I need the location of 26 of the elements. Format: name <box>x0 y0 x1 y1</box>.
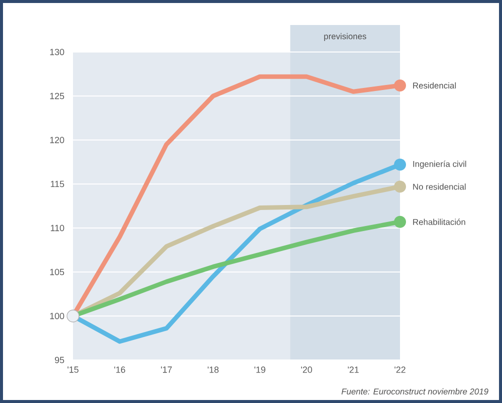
point <box>394 79 406 92</box>
point <box>394 216 406 228</box>
series-label: Rehabilitación <box>413 218 466 225</box>
source-note: Fuente: Euroconstruct noviembre 2019 <box>342 388 488 394</box>
point <box>394 158 406 171</box>
y-tick-label: 95 <box>54 356 64 364</box>
y-tick-label: 130 <box>50 48 64 56</box>
y-tick-label: 115 <box>50 180 64 188</box>
x-tick-label: '18 <box>208 366 219 373</box>
x-tick-label: '20 <box>301 366 312 373</box>
x-tick-label: '16 <box>114 366 126 373</box>
series-label: No residencial <box>413 184 466 190</box>
x-tick-label: '19 <box>254 366 266 373</box>
y-tick-label: 125 <box>50 92 64 100</box>
x-tick-label: '15 <box>68 366 78 373</box>
series-label: Ingeniería civil <box>413 160 466 169</box>
y-tick-label: 105 <box>50 268 64 276</box>
x-tick-label: '17 <box>161 366 172 373</box>
x-tick-label: '21 <box>348 366 359 373</box>
y-tick-label: 100 <box>50 312 64 320</box>
x-tick-label: '22 <box>394 366 406 373</box>
point <box>394 180 406 193</box>
y-tick-label: 120 <box>50 136 64 144</box>
series-label: Residencial <box>413 82 456 89</box>
y-tick-label: 110 <box>50 224 64 232</box>
band-label: previsiones <box>324 33 366 41</box>
